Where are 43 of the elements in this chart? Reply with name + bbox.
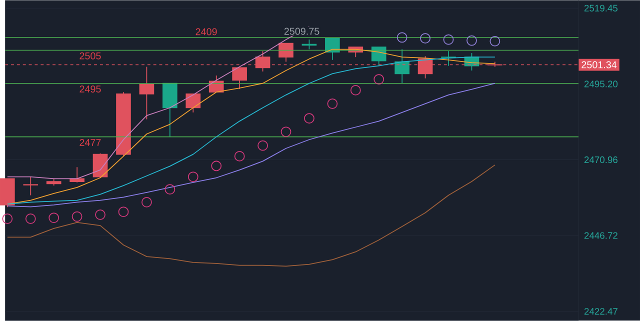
annotation: 2477	[80, 139, 101, 146]
point	[327, 98, 338, 109]
point	[95, 210, 106, 220]
candlestick	[394, 48, 410, 84]
annotation: 2495	[80, 86, 101, 93]
y-tick-label: 2470.96	[584, 156, 618, 164]
point	[234, 151, 245, 162]
annotation: 2505	[80, 52, 101, 60]
point	[164, 184, 176, 195]
point	[304, 113, 314, 124]
candlestick	[278, 42, 294, 62]
point	[490, 36, 500, 46]
point	[280, 126, 292, 138]
point	[420, 33, 430, 44]
point	[374, 74, 384, 85]
line-series	[6, 164, 496, 267]
candlestick	[232, 67, 247, 90]
candlestick	[139, 66, 154, 120]
y-tick-label: 2495.20	[584, 80, 618, 88]
y-tick-label: 2446.72	[584, 232, 618, 239]
y-tick-label: 2422.47	[584, 308, 618, 315]
candlestick	[23, 176, 38, 196]
candlestick	[186, 94, 201, 113]
point	[25, 214, 36, 224]
point	[118, 206, 129, 218]
point	[258, 140, 268, 151]
candlestick	[441, 50, 456, 66]
ref-line-label: 2501.34	[582, 61, 617, 68]
y-tick-label: 2519.45	[584, 4, 618, 12]
point	[466, 35, 477, 46]
point	[141, 197, 152, 208]
annotation: 2409	[196, 28, 217, 36]
point	[72, 211, 82, 222]
point	[350, 85, 361, 96]
point	[396, 32, 408, 43]
annotation: 2509.75	[284, 28, 320, 35]
point	[211, 160, 222, 172]
point	[443, 34, 454, 45]
candlestick	[325, 38, 340, 60]
point	[188, 172, 198, 182]
point	[48, 212, 60, 224]
candlestick	[371, 46, 386, 66]
point	[2, 214, 13, 224]
